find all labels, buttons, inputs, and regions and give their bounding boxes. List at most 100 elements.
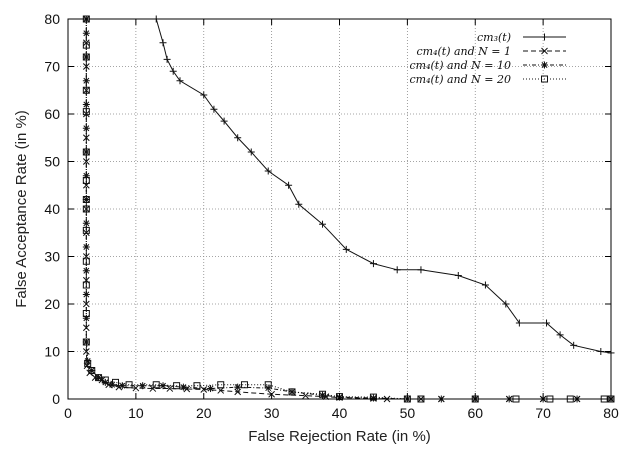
square-marker bbox=[82, 226, 90, 234]
x-tick-label: 0 bbox=[64, 405, 72, 421]
square-marker bbox=[101, 376, 109, 384]
ticks: 0 10 20 30 40 50 60 70 80 0 10 20 30 40 50 60 70 80 bbox=[44, 11, 619, 421]
star-marker bbox=[88, 367, 96, 374]
y-tick-label: 40 bbox=[44, 201, 60, 217]
marker-box bbox=[112, 378, 120, 386]
marker-box bbox=[82, 41, 90, 49]
marker-box bbox=[82, 310, 90, 317]
plus-marker bbox=[515, 319, 523, 327]
square-marker bbox=[82, 177, 90, 184]
plus-marker bbox=[342, 245, 350, 253]
marker-stroke bbox=[180, 384, 187, 391]
marker-stroke bbox=[83, 101, 90, 108]
star-marker bbox=[82, 53, 90, 61]
legend-item-2: cm₄(t) and N = 1 bbox=[416, 45, 566, 58]
star-marker bbox=[118, 382, 126, 390]
plus-marker bbox=[295, 200, 303, 208]
plus-marker bbox=[541, 33, 548, 41]
marker-stroke bbox=[82, 348, 90, 355]
square-marker bbox=[95, 374, 103, 382]
square-marker bbox=[112, 378, 120, 386]
x-marker bbox=[234, 388, 242, 396]
y-tick-label: 10 bbox=[44, 344, 60, 360]
square-marker bbox=[82, 281, 90, 289]
star-marker bbox=[541, 61, 548, 69]
legend-label: cm₃(t) bbox=[477, 31, 511, 44]
y-axis-label: False Acceptance Rate (in %) bbox=[13, 110, 30, 308]
marker-stroke bbox=[82, 39, 90, 47]
plus-marker bbox=[454, 272, 462, 279]
marker-stroke bbox=[200, 386, 208, 393]
square-marker bbox=[369, 393, 377, 401]
square-marker bbox=[84, 359, 92, 367]
plus-marker bbox=[502, 300, 510, 308]
series-line bbox=[85, 19, 611, 400]
y-tick-label: 70 bbox=[44, 59, 60, 75]
marker-box bbox=[88, 367, 96, 374]
marker-stroke bbox=[83, 54, 90, 60]
marker-box bbox=[369, 393, 377, 401]
marker-stroke bbox=[88, 367, 95, 374]
marker-stroke bbox=[160, 382, 166, 389]
plus-marker bbox=[285, 181, 293, 189]
marker-box bbox=[173, 382, 181, 390]
marker-box bbox=[101, 376, 109, 384]
legend-item-4: cm₄(t) and N = 20 bbox=[409, 73, 566, 86]
square-marker bbox=[217, 381, 225, 389]
series-layer bbox=[82, 15, 615, 403]
marker-box bbox=[288, 388, 296, 396]
x-marker bbox=[149, 385, 157, 392]
marker-stroke bbox=[83, 125, 90, 132]
legend-item-1: cm₃(t) bbox=[477, 31, 566, 44]
square-marker bbox=[82, 108, 90, 116]
star-marker bbox=[82, 291, 90, 298]
marker-box bbox=[217, 381, 225, 389]
y-tick-label: 0 bbox=[52, 391, 60, 407]
x-marker bbox=[82, 348, 90, 355]
series-3 bbox=[82, 15, 615, 403]
marker-box bbox=[240, 381, 248, 389]
square-marker bbox=[193, 382, 201, 390]
square-marker bbox=[82, 53, 90, 61]
marker-stroke bbox=[119, 382, 126, 389]
marker-box bbox=[319, 390, 327, 398]
marker-box bbox=[82, 281, 90, 289]
marker-stroke bbox=[82, 158, 90, 165]
marker-box bbox=[82, 177, 90, 184]
marker-stroke bbox=[115, 383, 123, 391]
x-marker bbox=[541, 47, 548, 55]
marker-stroke bbox=[82, 110, 90, 118]
x-tick-label: 30 bbox=[264, 405, 280, 421]
x-tick-label: 20 bbox=[196, 405, 212, 421]
marker-stroke bbox=[83, 291, 90, 298]
square-marker bbox=[264, 381, 272, 389]
x-marker bbox=[200, 386, 208, 393]
marker-box bbox=[193, 382, 201, 390]
marker-box bbox=[82, 338, 90, 346]
plus-marker bbox=[319, 220, 327, 228]
marker-box bbox=[541, 75, 548, 83]
marker-stroke bbox=[95, 374, 102, 381]
marker-stroke bbox=[83, 30, 90, 37]
series-1 bbox=[152, 15, 615, 357]
plus-marker bbox=[210, 105, 218, 113]
star-marker bbox=[82, 29, 90, 37]
marker-stroke bbox=[207, 385, 214, 392]
x-tick-label: 50 bbox=[400, 405, 416, 421]
y-tick-label: 30 bbox=[44, 249, 60, 265]
plus-marker bbox=[543, 319, 551, 327]
marker-stroke bbox=[183, 385, 191, 393]
marker-stroke bbox=[83, 77, 90, 84]
marker-stroke bbox=[149, 385, 157, 392]
plus-marker bbox=[176, 77, 184, 85]
plus-marker bbox=[234, 134, 242, 142]
marker-box bbox=[82, 53, 90, 61]
x-marker bbox=[82, 39, 90, 47]
marker-box bbox=[82, 205, 90, 213]
y-tick-label: 60 bbox=[44, 106, 60, 122]
x-marker bbox=[217, 387, 225, 394]
marker-box bbox=[82, 257, 90, 265]
marker-stroke bbox=[83, 339, 90, 345]
series-line bbox=[85, 19, 611, 400]
marker-box bbox=[82, 86, 90, 94]
